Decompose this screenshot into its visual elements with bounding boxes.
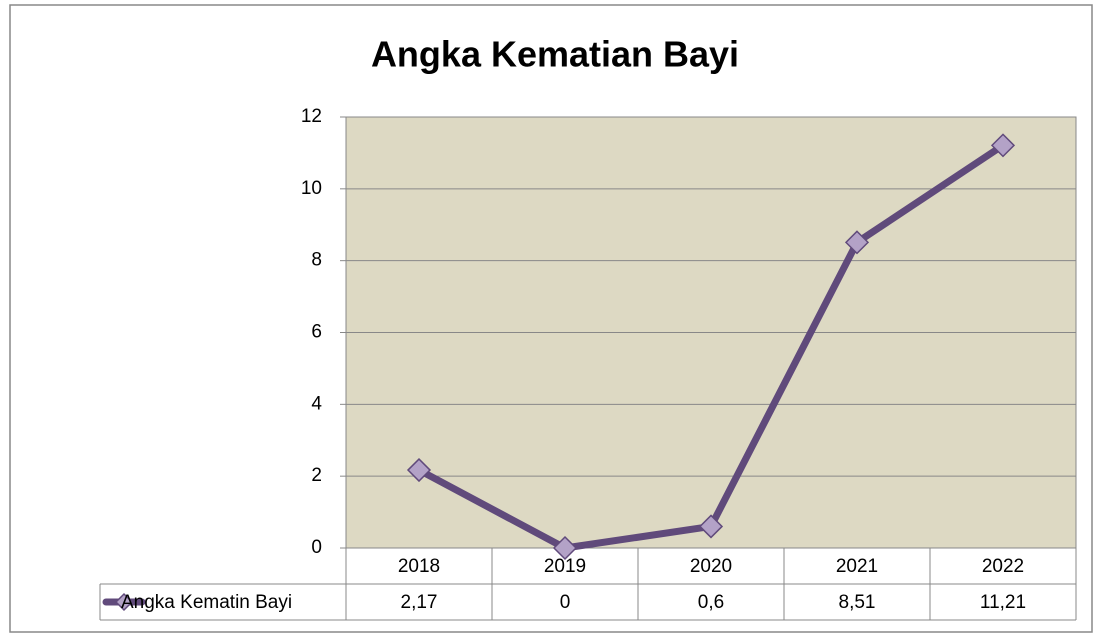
y-tick-label: 8 [311,250,322,271]
x-tick-label: 2020 [690,556,732,577]
chart-title: Angka Kematian Bayi [371,34,739,75]
y-tick-label: 4 [311,393,322,414]
legend-label: Angka Kematin Bayi [121,592,292,613]
x-tick-label: 2021 [836,556,878,577]
table-value: 0 [560,592,571,613]
y-tick-label: 12 [301,106,322,127]
y-tick-label: 2 [311,465,322,486]
table-value: 2,17 [401,592,438,613]
legend-marker [114,592,134,612]
y-tick-label: 0 [311,537,322,558]
table-value: 8,51 [839,592,876,613]
y-tick-label: 6 [311,322,322,343]
x-tick-label: 2022 [982,556,1024,577]
marker [406,458,432,483]
x-tick-label: 2019 [544,556,586,577]
x-tick-label: 2018 [398,556,440,577]
marker [990,133,1016,158]
table-value: 11,21 [980,592,1026,613]
marker [698,514,724,539]
marker [552,535,578,561]
marker [844,230,870,255]
table-value: 0,6 [698,592,724,613]
y-tick-label: 10 [301,178,322,199]
